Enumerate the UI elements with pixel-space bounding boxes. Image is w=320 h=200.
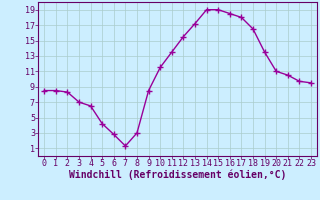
X-axis label: Windchill (Refroidissement éolien,°C): Windchill (Refroidissement éolien,°C) [69, 170, 286, 180]
